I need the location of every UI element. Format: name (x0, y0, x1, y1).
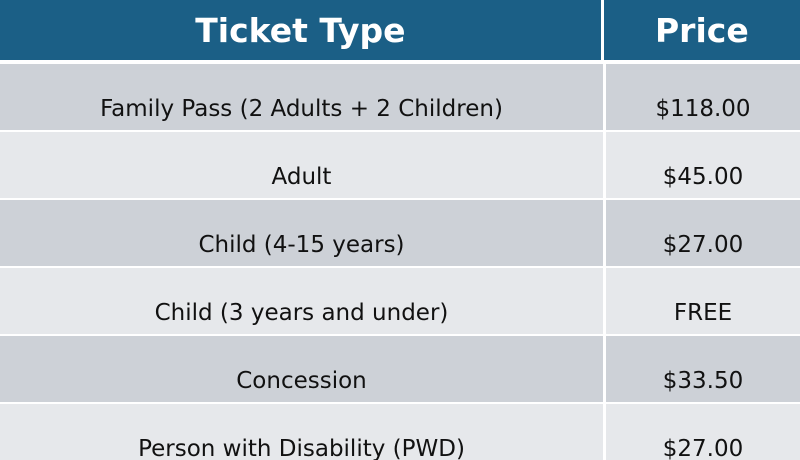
table-body: Family Pass (2 Adults + 2 Children) $118… (0, 64, 800, 460)
table-row: Concession $33.50 (0, 336, 800, 404)
price-cell: $27.00 (603, 404, 800, 460)
ticket-type-cell: Child (4-15 years) (0, 200, 603, 266)
price-cell: $118.00 (603, 64, 800, 130)
table-row: Child (4-15 years) $27.00 (0, 200, 800, 268)
price-cell: $27.00 (603, 200, 800, 266)
table-row: Family Pass (2 Adults + 2 Children) $118… (0, 64, 800, 132)
table-row: Person with Disability (PWD) $27.00 (0, 404, 800, 460)
column-header-price: Price (600, 0, 800, 60)
ticket-type-cell: Adult (0, 132, 603, 198)
ticket-type-cell: Person with Disability (PWD) (0, 404, 603, 460)
price-cell: $33.50 (603, 336, 800, 402)
ticket-type-cell: Concession (0, 336, 603, 402)
table-header: Ticket Type Price (0, 0, 800, 64)
price-cell: FREE (603, 268, 800, 334)
table-row: Adult $45.00 (0, 132, 800, 200)
ticket-type-cell: Child (3 years and under) (0, 268, 603, 334)
ticket-type-cell: Family Pass (2 Adults + 2 Children) (0, 64, 603, 130)
table-row: Child (3 years and under) FREE (0, 268, 800, 336)
price-cell: $45.00 (603, 132, 800, 198)
column-header-ticket-type: Ticket Type (195, 10, 406, 50)
